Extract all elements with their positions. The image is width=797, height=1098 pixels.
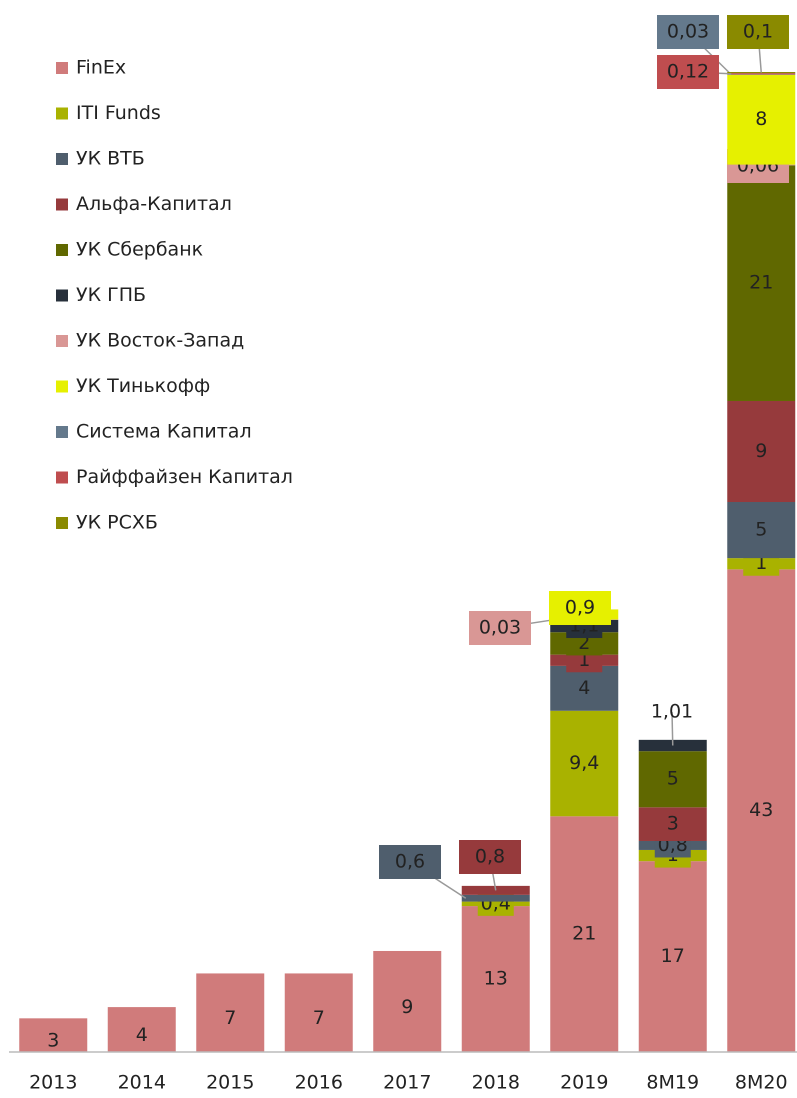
data-label: 7: [313, 1007, 325, 1029]
bar-segment: [727, 569, 796, 1052]
label-box: [549, 591, 611, 625]
x-tick-label: 8M20: [735, 1072, 788, 1094]
x-tick-label: 2018: [472, 1072, 520, 1094]
legend-label: FinEx: [76, 57, 126, 79]
data-label: 1,01: [651, 701, 693, 723]
bar-segment: [373, 950, 442, 1052]
label-box: [657, 15, 719, 49]
bar-segment: [196, 973, 265, 1052]
legend-swatch: [56, 380, 68, 393]
label-box: [459, 840, 521, 874]
label-box: [469, 611, 531, 645]
label-box: [727, 15, 789, 49]
bar-segment: [638, 751, 707, 808]
data-label: 0,6: [395, 851, 425, 873]
legend-label: Система Капитал: [76, 421, 252, 443]
legend-label: УК Тинькофф: [76, 375, 210, 397]
legend-swatch: [56, 198, 68, 211]
data-label: 0,03: [667, 21, 709, 43]
legend-swatch: [56, 335, 68, 347]
bar-segment: [638, 861, 707, 1052]
x-tick-label: 2019: [560, 1072, 608, 1094]
data-label: 21: [749, 272, 773, 294]
data-label: 9: [401, 996, 413, 1018]
legend-label: Альфа-Капитал: [76, 193, 232, 215]
legend-swatch: [56, 517, 68, 529]
x-tick-label: 2016: [295, 1072, 343, 1094]
data-label: 4: [136, 1024, 148, 1046]
data-label: 5: [755, 519, 767, 541]
data-label: 13: [484, 968, 508, 990]
data-label: 21: [572, 923, 596, 945]
data-label: 3: [47, 1030, 59, 1052]
data-label: 9,4: [569, 752, 599, 774]
bar-segment: [461, 906, 530, 1052]
data-label: 43: [749, 799, 773, 821]
legend-label: УК Сбербанк: [76, 239, 203, 261]
legend-swatch: [56, 471, 68, 484]
bar-segment: [550, 665, 619, 711]
legend-label: УК Восток-Запад: [76, 330, 244, 352]
data-label: 9: [755, 440, 767, 462]
bar-segment: [727, 165, 796, 401]
legend-swatch: [56, 426, 68, 438]
label-box: [379, 845, 441, 879]
label-box: [654, 812, 691, 837]
bar-segment: [550, 816, 619, 1052]
x-tick-label: 2015: [206, 1072, 254, 1094]
label-box: [657, 55, 719, 89]
data-label: 3: [667, 813, 679, 835]
bar-segment: [550, 710, 619, 817]
data-label: 0,8: [475, 846, 505, 868]
data-label: 8: [755, 108, 767, 130]
x-tick-label: 2017: [383, 1072, 431, 1094]
legend-label: Райффайзен Капитал: [76, 466, 293, 488]
legend-swatch: [56, 62, 68, 74]
legend-swatch: [56, 244, 68, 256]
data-label: 17: [661, 945, 685, 967]
data-label: 0,1: [743, 21, 773, 43]
bar-segment: [107, 1007, 176, 1052]
legend-label: ITI Funds: [76, 102, 161, 124]
bar-segment: [727, 74, 796, 165]
legend-swatch: [56, 289, 68, 302]
x-tick-label: 2013: [29, 1072, 77, 1094]
data-label: 0,12: [667, 61, 709, 83]
data-label: 4: [578, 677, 590, 699]
bar-segment: [727, 400, 796, 503]
bar-segment: [727, 73, 796, 75]
data-label: 0,9: [565, 597, 595, 619]
bar-segment: [284, 973, 353, 1052]
legend-label: УК ГПБ: [76, 284, 146, 306]
leader-line: [671, 711, 674, 746]
x-tick-label: 2014: [118, 1072, 166, 1094]
x-tick-label: 8M19: [646, 1072, 699, 1094]
legend-swatch: [56, 107, 68, 120]
bar-segment: [461, 894, 530, 902]
data-label: 7: [224, 1007, 236, 1029]
data-label: 0,03: [479, 617, 521, 639]
legend-swatch: [56, 153, 68, 165]
bar-segment: [727, 502, 796, 559]
bar-segment: [19, 1018, 88, 1052]
legend-label: УК ВТБ: [76, 148, 145, 170]
data-label: 5: [667, 768, 679, 790]
legend-label: УК РСХБ: [76, 512, 158, 534]
